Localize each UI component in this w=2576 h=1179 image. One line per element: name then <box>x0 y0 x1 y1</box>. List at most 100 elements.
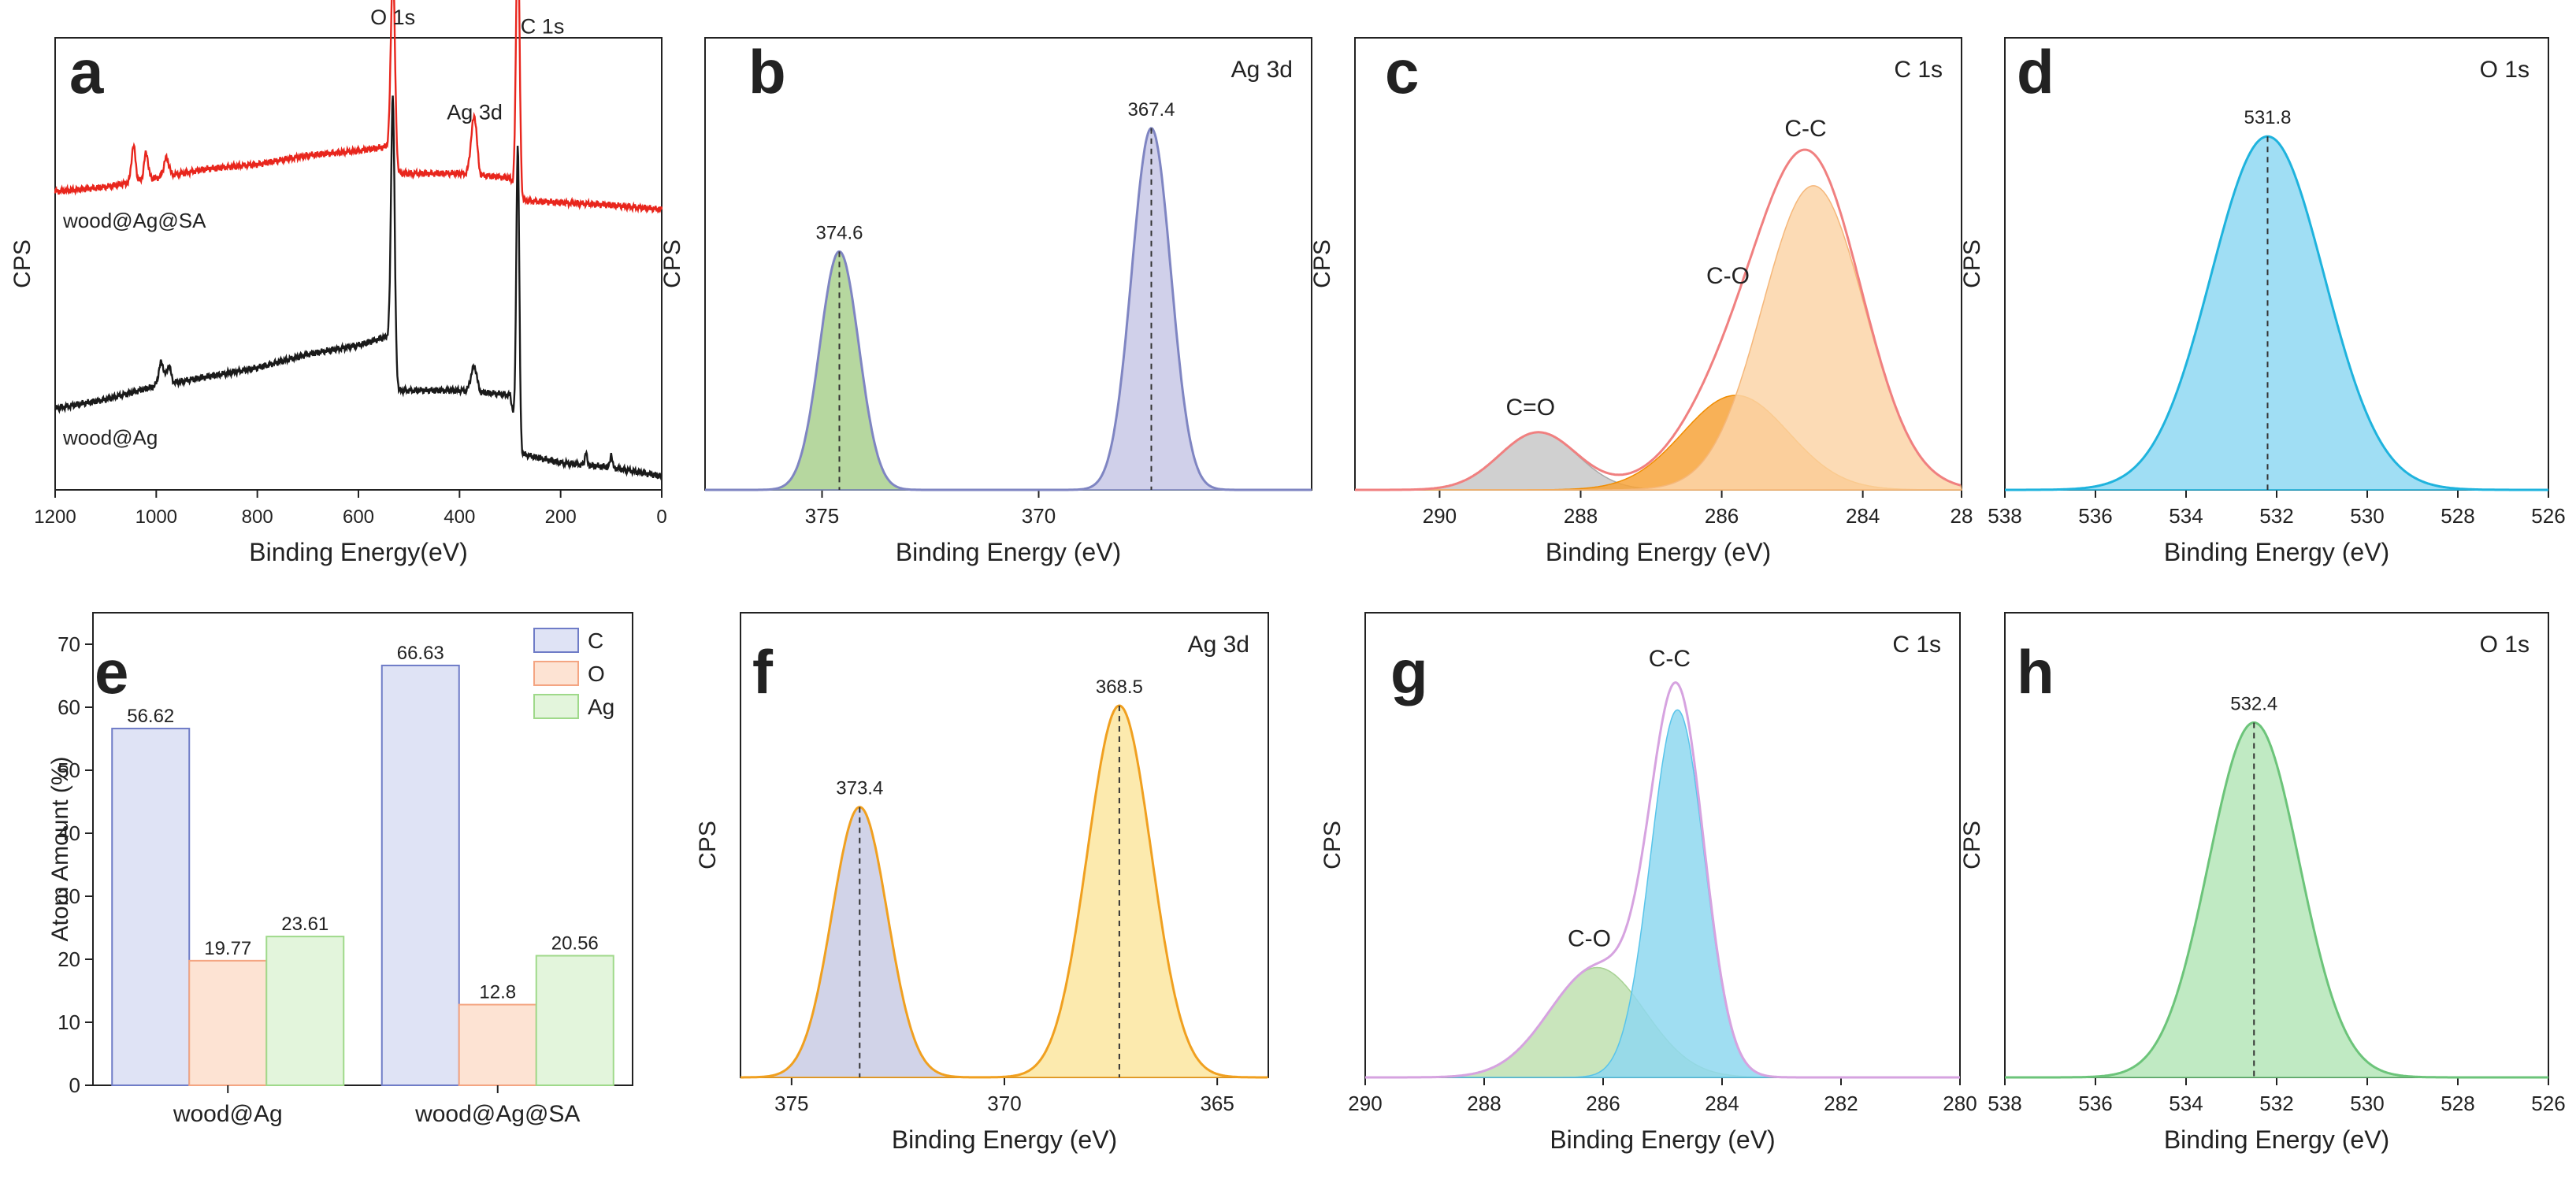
x-tick-label: 0 <box>656 506 666 528</box>
peak-value-label: 367.4 <box>1127 99 1175 120</box>
series-label: wood@Ag <box>62 426 158 450</box>
x-tick-label: 284 <box>1846 504 1880 528</box>
y-axis-label: CPS <box>659 239 685 288</box>
envelope-curve <box>1365 681 1960 1079</box>
y-tick-label: 60 <box>58 695 80 719</box>
category-label: wood@Ag@SA <box>414 1101 580 1127</box>
y-axis-label: CPS <box>695 821 721 869</box>
y-axis-label: CPS <box>9 239 35 288</box>
x-tick-label: 526 <box>2531 1092 2565 1115</box>
panel-letter-f: f <box>752 637 774 706</box>
bar-value-label: 20.56 <box>551 933 599 955</box>
envelope-curve <box>2005 135 2548 491</box>
panel-letter-a: a <box>69 37 104 106</box>
plot-frame <box>92 612 633 1086</box>
peak-annotation: Ag 3d <box>447 100 503 124</box>
x-tick-label: 536 <box>2078 1092 2112 1115</box>
bar-Ag <box>535 955 614 1087</box>
panel-c: c CPS Binding Energy (eV) 290 288 286 284 28 C 1… <box>1309 37 1973 566</box>
bar-value-label: 56.62 <box>127 706 174 727</box>
peak-value-label: 368.5 <box>1096 677 1143 698</box>
panel-letter-h: h <box>2017 637 2054 706</box>
x-tick-label: 538 <box>1988 504 2021 528</box>
peak-component-label: C-O <box>1568 925 1611 951</box>
x-tick-label: 286 <box>1586 1092 1620 1115</box>
peak-annotation: C 1s <box>521 14 565 38</box>
x-tick-label: 288 <box>1564 504 1598 528</box>
x-axis-label: Binding Energy (eV) <box>1546 538 1771 566</box>
panel-g: g CPS Binding Energy (eV) 290 288 286 284 282 28… <box>1320 612 1977 1154</box>
x-tick-label: 532 <box>2259 504 2293 528</box>
x-tick-label: 528 <box>2441 504 2474 528</box>
x-tick-label: 375 <box>774 1092 808 1115</box>
bar-C <box>111 728 191 1086</box>
x-tick-label: 288 <box>1467 1092 1501 1115</box>
x-axis-label: Binding Energy (eV) <box>896 538 1121 566</box>
x-tick-label: 200 <box>545 506 577 528</box>
survey-line-wood@Ag <box>54 95 663 481</box>
x-tick-label: 280 <box>1943 1092 1977 1115</box>
envelope-curve <box>705 127 1312 491</box>
x-axis-label: Binding Energy (eV) <box>2164 1125 2389 1154</box>
x-tick-label: 528 <box>2441 1092 2474 1115</box>
x-tick-label: 1000 <box>135 506 177 528</box>
x-tick-label: 365 <box>1200 1092 1234 1115</box>
x-tick-label: 286 <box>1705 504 1739 528</box>
x-tick-label: 530 <box>2350 1092 2384 1115</box>
peak-component-label: C-O <box>1706 263 1750 289</box>
legend-label: C <box>588 628 603 653</box>
y-tick-label: 40 <box>58 821 80 845</box>
panel-letter-e: e <box>95 637 128 706</box>
panel-b: b CPS Binding Energy (eV) 375 370 Ag 3d 374.6 3… <box>659 37 1312 566</box>
peak-component-label: C-C <box>1649 646 1691 672</box>
envelope-curve <box>741 704 1268 1079</box>
panel-letter-b: b <box>748 37 786 106</box>
x-tick-label: 530 <box>2350 504 2384 528</box>
y-axis-label: Atom Amount (%) <box>47 756 73 941</box>
spectrum-title: O 1s <box>2480 57 2530 83</box>
x-tick-label: 370 <box>1022 504 1056 528</box>
x-axis-label: Binding Energy(eV) <box>249 538 467 566</box>
envelope-curve <box>1355 148 1962 491</box>
y-tick-label: 10 <box>58 1010 80 1034</box>
legend-label: Ag <box>588 695 614 719</box>
spectrum-title: C 1s <box>1894 57 1943 83</box>
y-axis-label: CPS <box>1959 821 1985 869</box>
peak-component-label: C=O <box>1506 395 1556 421</box>
panel-h: h CPS Binding Energy (eV) 538 536 534 532 530 52… <box>1959 612 2566 1154</box>
x-tick-label: 284 <box>1705 1092 1739 1115</box>
x-tick-label: 290 <box>1423 504 1457 528</box>
panel-e: e Atom Amount (%) 0 10 20 30 40 50 60 70 56.62 19.7… <box>47 612 633 1127</box>
legend-swatch-O <box>533 661 579 686</box>
spectrum-title: C 1s <box>1892 632 1941 658</box>
y-axis-label: CPS <box>1320 821 1346 869</box>
x-tick-label: 600 <box>343 506 374 528</box>
panel-f: f CPS Binding Energy (eV) 375 370 365 Ag 3d 373… <box>695 612 1269 1154</box>
panel-letter-g: g <box>1390 637 1428 706</box>
x-tick-label: 800 <box>242 506 273 528</box>
bar-value-label: 12.8 <box>479 982 516 1003</box>
y-tick-label: 50 <box>58 758 80 782</box>
x-tick-label: 536 <box>2078 504 2112 528</box>
x-tick-label: 534 <box>2169 1092 2203 1115</box>
x-axis-label: Binding Energy (eV) <box>1550 1125 1775 1154</box>
x-tick-label: 282 <box>1824 1092 1858 1115</box>
peak-value-label: 373.4 <box>836 778 883 799</box>
x-tick-label: 538 <box>1988 1092 2021 1115</box>
bar-value-label: 19.77 <box>204 938 251 959</box>
survey-line-wood@Ag@SA <box>54 0 663 214</box>
bar-value-label: 23.61 <box>281 914 328 935</box>
peak-value-label: 532.4 <box>2230 693 2277 714</box>
x-tick-label: 375 <box>805 504 839 528</box>
x-tick-label: 370 <box>987 1092 1021 1115</box>
x-axis-label: Binding Energy (eV) <box>892 1125 1117 1154</box>
peak-area-C-C <box>1355 185 1962 491</box>
legend-swatch-C <box>533 628 579 653</box>
peak-annotation: O 1s <box>370 6 415 29</box>
x-tick-label: 400 <box>444 506 475 528</box>
y-tick-label: 20 <box>58 947 80 971</box>
y-axis-label: CPS <box>1309 239 1335 288</box>
peak-value-label: 531.8 <box>2244 107 2291 128</box>
y-tick-label: 70 <box>58 632 80 656</box>
